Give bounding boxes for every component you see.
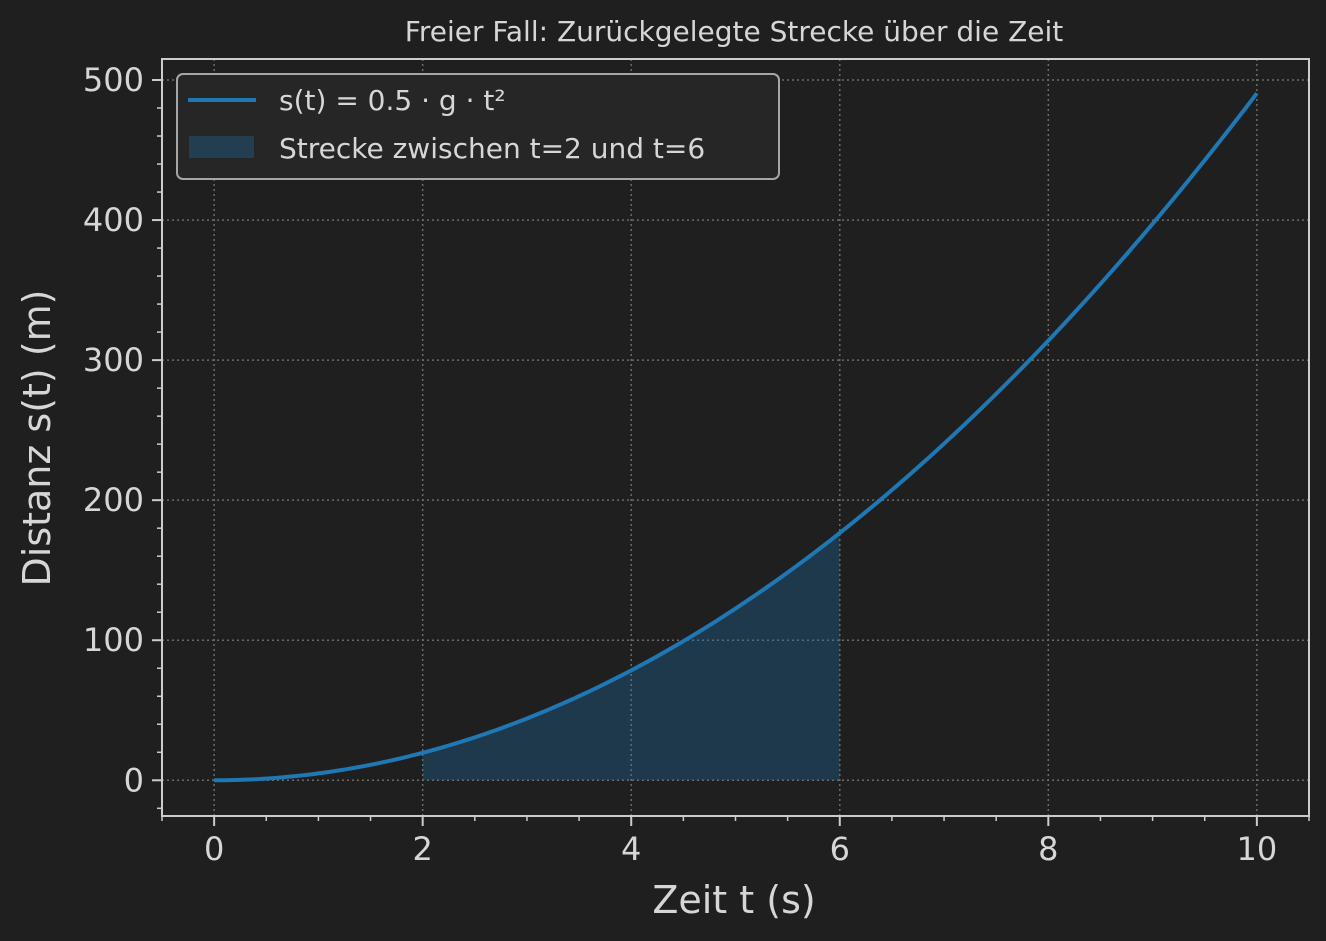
data-point — [264, 777, 268, 781]
chart-title: Freier Fall: Zurückgelegte Strecke über … — [405, 15, 1064, 48]
data-point — [1255, 91, 1259, 95]
y-tick-label: 0 — [124, 761, 144, 799]
y-tick-label: 400 — [83, 201, 144, 239]
x-tick-labels: 0 2 4 6 8 10 — [204, 830, 1277, 868]
x-tick-label: 4 — [621, 830, 641, 868]
x-tick-label: 6 — [830, 830, 850, 868]
y-tick-label: 300 — [83, 341, 144, 379]
data-point — [369, 763, 373, 767]
y-tick-labels: 0 100 200 300 400 500 — [83, 61, 144, 799]
data-point — [1151, 222, 1155, 226]
data-point — [421, 751, 425, 755]
legend-fill-swatch — [189, 136, 254, 158]
data-point — [734, 607, 738, 611]
data-point — [890, 488, 894, 492]
data-point — [316, 771, 320, 775]
legend-label-series: s(t) = 0.5 · g · t² — [279, 84, 506, 117]
legend-label-fill: Strecke zwischen t=2 und t=6 — [279, 132, 705, 165]
data-point — [1203, 158, 1207, 162]
line-layer — [212, 91, 1259, 783]
data-point — [1098, 282, 1102, 286]
legend-box — [176, 73, 780, 180]
y-axis-label: Distanz s(t) (m) — [15, 289, 59, 586]
data-point — [681, 639, 685, 643]
y-tick-label: 200 — [83, 481, 144, 519]
x-tick-label: 2 — [413, 830, 433, 868]
data-point — [1046, 339, 1050, 343]
x-axis-label: Zeit t (s) — [652, 878, 815, 922]
y-tick-label: 100 — [83, 621, 144, 659]
data-point — [473, 735, 477, 739]
series-line — [214, 92, 1259, 783]
grid — [162, 59, 1309, 816]
data-point — [525, 716, 529, 720]
data-point — [942, 442, 946, 446]
data-point — [838, 531, 842, 535]
data-point — [577, 694, 581, 698]
data-point — [629, 668, 633, 672]
ticks — [152, 79, 1310, 826]
legend: s(t) = 0.5 · g · t² Strecke zwischen t=2… — [176, 73, 780, 180]
data-point — [994, 392, 998, 396]
data-point — [212, 778, 216, 782]
y-tick-label: 500 — [83, 61, 144, 99]
x-tick-label: 8 — [1038, 830, 1058, 868]
data-point — [786, 570, 790, 574]
x-tick-label: 10 — [1237, 830, 1278, 868]
x-tick-label: 0 — [204, 830, 224, 868]
